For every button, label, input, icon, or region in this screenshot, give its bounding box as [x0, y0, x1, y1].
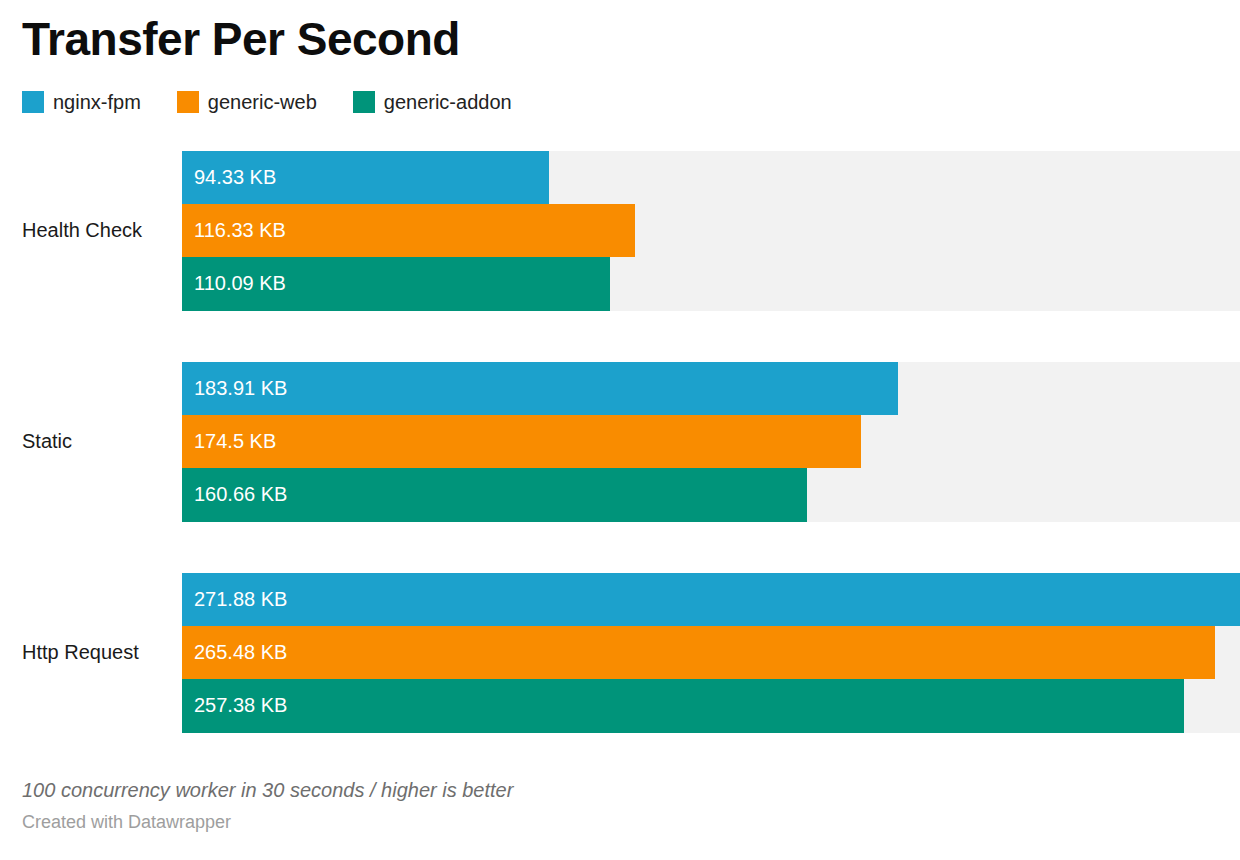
bar-value-label: 160.66 KB — [194, 483, 287, 506]
legend-swatch-icon — [22, 91, 44, 113]
bar-nginx-fpm[interactable]: 271.88 KB — [182, 573, 1240, 626]
bar-nginx-fpm[interactable]: 94.33 KB — [182, 151, 549, 204]
bar-value-label: 265.48 KB — [194, 641, 287, 664]
bar-value-label: 174.5 KB — [194, 430, 276, 453]
category-label: Static — [0, 362, 182, 522]
chart: Health Check 94.33 KB 116.33 KB 110.09 KB St… — [0, 151, 1240, 733]
bar-generic-web[interactable]: 116.33 KB — [182, 204, 635, 257]
chart-page: { "title": "Transfer Per Second", "foote… — [0, 0, 1240, 860]
bar-group-static: Static 183.91 KB 174.5 KB 160.66 KB — [0, 362, 1240, 522]
bar-value-label: 257.38 KB — [194, 694, 287, 717]
bar-value-label: 110.09 KB — [194, 272, 286, 295]
bar-value-label: 94.33 KB — [194, 166, 276, 189]
bar-generic-addon[interactable]: 110.09 KB — [182, 257, 610, 310]
legend-swatch-icon — [177, 91, 199, 113]
legend-item-generic-addon: generic-addon — [353, 91, 512, 114]
bar-track: 271.88 KB 265.48 KB 257.38 KB — [182, 573, 1240, 733]
legend: nginx-fpm generic-web generic-addon — [22, 91, 1218, 114]
bar-generic-addon[interactable]: 160.66 KB — [182, 468, 807, 521]
datawrapper-attribution[interactable]: Created with Datawrapper — [22, 812, 1218, 833]
bar-value-label: 116.33 KB — [194, 219, 286, 242]
footnote: 100 concurrency worker in 30 seconds / h… — [22, 779, 1218, 802]
bar-track: 94.33 KB 116.33 KB 110.09 KB — [182, 151, 1240, 311]
bar-nginx-fpm[interactable]: 183.91 KB — [182, 362, 898, 415]
bar-generic-web[interactable]: 265.48 KB — [182, 626, 1215, 679]
bar-group-http-request: Http Request 271.88 KB 265.48 KB 257.38 KB — [0, 573, 1240, 733]
legend-label: generic-web — [208, 91, 317, 114]
legend-item-nginx-fpm: nginx-fpm — [22, 91, 141, 114]
bar-group-health-check: Health Check 94.33 KB 116.33 KB 110.09 KB — [0, 151, 1240, 311]
legend-item-generic-web: generic-web — [177, 91, 317, 114]
legend-label: nginx-fpm — [53, 91, 141, 114]
bar-track: 183.91 KB 174.5 KB 160.66 KB — [182, 362, 1240, 522]
legend-label: generic-addon — [384, 91, 512, 114]
bar-generic-web[interactable]: 174.5 KB — [182, 415, 861, 468]
chart-title: Transfer Per Second — [22, 14, 1218, 65]
category-label: Http Request — [0, 573, 182, 733]
legend-swatch-icon — [353, 91, 375, 113]
bar-value-label: 271.88 KB — [194, 588, 287, 611]
category-label: Health Check — [0, 151, 182, 311]
bar-generic-addon[interactable]: 257.38 KB — [182, 679, 1184, 732]
bar-value-label: 183.91 KB — [194, 377, 287, 400]
